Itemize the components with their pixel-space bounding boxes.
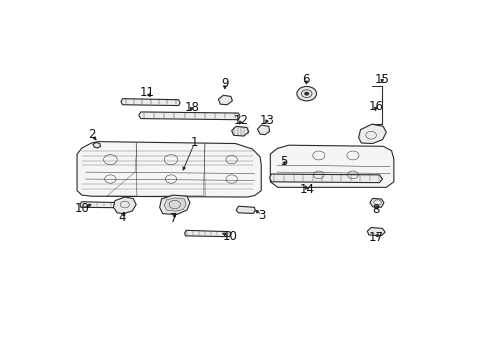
Text: 10: 10 xyxy=(222,230,237,243)
Text: 3: 3 xyxy=(258,208,265,221)
Polygon shape xyxy=(270,145,393,187)
Polygon shape xyxy=(164,198,186,211)
Polygon shape xyxy=(257,125,269,135)
Text: 9: 9 xyxy=(221,77,228,90)
Text: 5: 5 xyxy=(280,156,287,168)
Polygon shape xyxy=(231,126,248,136)
Polygon shape xyxy=(269,174,382,183)
Polygon shape xyxy=(113,197,136,214)
Text: 15: 15 xyxy=(374,73,389,86)
Text: 6: 6 xyxy=(301,73,309,86)
Polygon shape xyxy=(358,124,386,144)
Text: 12: 12 xyxy=(234,114,248,127)
Text: 4: 4 xyxy=(119,211,126,224)
Polygon shape xyxy=(80,202,134,208)
Text: 13: 13 xyxy=(259,114,274,127)
Text: 14: 14 xyxy=(299,183,314,196)
Text: 8: 8 xyxy=(371,203,379,216)
Text: 7: 7 xyxy=(170,212,177,225)
Polygon shape xyxy=(139,112,240,120)
Circle shape xyxy=(304,92,308,95)
Text: 18: 18 xyxy=(184,101,199,114)
Polygon shape xyxy=(369,198,383,207)
Text: 16: 16 xyxy=(367,100,383,113)
Text: 10: 10 xyxy=(74,202,89,215)
Text: 11: 11 xyxy=(140,86,155,99)
Polygon shape xyxy=(366,228,385,235)
Text: 2: 2 xyxy=(88,128,96,141)
Polygon shape xyxy=(236,206,255,213)
Text: 17: 17 xyxy=(368,231,383,244)
Text: 1: 1 xyxy=(190,136,198,149)
Circle shape xyxy=(296,86,316,101)
Polygon shape xyxy=(121,99,180,105)
Polygon shape xyxy=(218,95,232,105)
Polygon shape xyxy=(159,195,189,215)
Polygon shape xyxy=(184,230,230,237)
Polygon shape xyxy=(77,141,261,197)
Polygon shape xyxy=(93,143,101,148)
